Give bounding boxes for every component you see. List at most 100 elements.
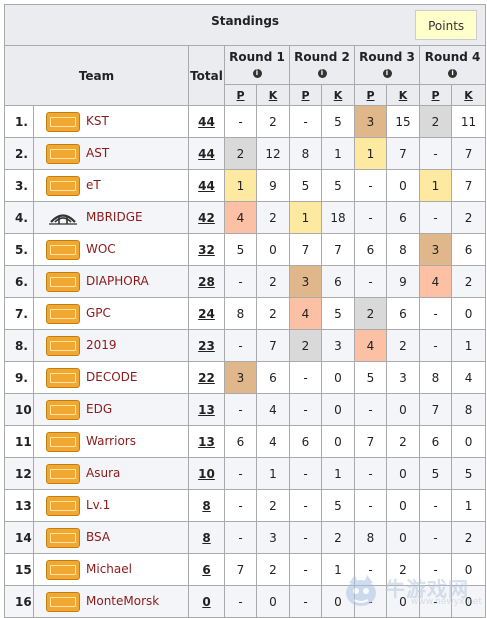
team-cell: DIAPHORA xyxy=(33,265,189,298)
total-value[interactable]: 10 xyxy=(198,466,215,481)
team-name[interactable]: DECODE xyxy=(86,370,138,384)
placement-header[interactable]: P xyxy=(289,84,322,106)
team-name[interactable]: MonteMorsk xyxy=(86,594,160,608)
placement-header[interactable]: P xyxy=(224,84,257,106)
total-value[interactable]: 28 xyxy=(198,274,215,289)
total-cell: 13 xyxy=(188,393,225,426)
total-value[interactable]: 32 xyxy=(198,242,215,257)
team-cell: 2019 xyxy=(33,329,189,362)
total-cell: 23 xyxy=(188,329,225,362)
placement-cell: 8 xyxy=(224,297,257,330)
team-cell: Lv.1 xyxy=(33,489,189,522)
team-name[interactable]: eT xyxy=(86,178,101,192)
total-cell: 28 xyxy=(188,265,225,298)
team-name[interactable]: Lv.1 xyxy=(86,498,111,512)
team-name[interactable]: AST xyxy=(86,146,110,160)
team-name[interactable]: DIAPHORA xyxy=(86,274,149,288)
kills-cell: 2 xyxy=(256,201,290,234)
pubg-logo-icon xyxy=(46,495,80,516)
placement-cell: 4 xyxy=(354,329,387,362)
kills-cell: 6 xyxy=(386,297,420,330)
kills-cell: 0 xyxy=(386,585,420,618)
total-value[interactable]: 44 xyxy=(198,114,215,129)
kills-cell: 6 xyxy=(321,265,355,298)
kills-cell: 0 xyxy=(321,425,355,458)
team-cell: WOC xyxy=(33,233,189,266)
team-name[interactable]: BSA xyxy=(86,530,111,544)
team-name[interactable]: EDG xyxy=(86,402,113,416)
placement-cell: 6 xyxy=(224,425,257,458)
kills-cell: 11 xyxy=(450,105,487,138)
total-value[interactable]: 8 xyxy=(202,498,211,513)
info-icon[interactable]: i xyxy=(448,69,458,78)
round-label: Round 1 xyxy=(229,50,285,64)
kills-cell: 2 xyxy=(256,553,290,586)
kills-header[interactable]: K xyxy=(321,84,355,106)
total-header[interactable]: Total xyxy=(188,45,225,106)
total-value[interactable]: 44 xyxy=(198,178,215,193)
kills-cell: 7 xyxy=(321,233,355,266)
team-name[interactable]: Michael xyxy=(86,562,132,576)
team-name[interactable]: GPC xyxy=(86,306,111,320)
placement-cell: 2 xyxy=(289,329,322,362)
total-value[interactable]: 23 xyxy=(198,338,215,353)
placement-cell: - xyxy=(354,457,387,490)
kills-header[interactable]: K xyxy=(386,84,420,106)
placement-header[interactable]: P xyxy=(354,84,387,106)
team-name[interactable]: MBRIDGE xyxy=(86,210,143,224)
placement-cell: - xyxy=(289,521,322,554)
placement-cell: - xyxy=(289,553,322,586)
placement-cell: 7 xyxy=(354,425,387,458)
kills-header[interactable]: K xyxy=(450,84,487,106)
pubg-logo-icon xyxy=(46,271,80,292)
kills-cell: 2 xyxy=(321,521,355,554)
total-value[interactable]: 13 xyxy=(198,402,215,417)
team-name[interactable]: 2019 xyxy=(86,338,117,352)
info-icon[interactable]: i xyxy=(252,69,262,78)
kills-cell: 0 xyxy=(450,553,487,586)
placement-cell: - xyxy=(354,169,387,202)
standings-row: 13.Lv.18-2-5-0-1 xyxy=(4,489,487,522)
placement-cell: - xyxy=(289,489,322,522)
total-value[interactable]: 6 xyxy=(202,562,211,577)
kills-cell: 8 xyxy=(386,233,420,266)
kills-cell: 2 xyxy=(386,425,420,458)
rank-cell: 15. xyxy=(4,553,34,586)
placement-cell: - xyxy=(224,489,257,522)
team-cell: MBRIDGE xyxy=(33,201,189,234)
kills-cell: 0 xyxy=(256,233,290,266)
kills-cell: 1 xyxy=(321,457,355,490)
points-button[interactable]: Points xyxy=(415,10,478,40)
placement-cell: - xyxy=(354,393,387,426)
team-cell: BSA xyxy=(33,521,189,554)
kills-cell: 2 xyxy=(450,521,487,554)
kills-header[interactable]: K xyxy=(256,84,290,106)
placement-cell: 4 xyxy=(289,297,322,330)
info-icon[interactable]: i xyxy=(317,69,327,78)
total-cell: 44 xyxy=(188,169,225,202)
total-value[interactable]: 22 xyxy=(198,370,215,385)
total-value[interactable]: 13 xyxy=(198,434,215,449)
team-header[interactable]: Team xyxy=(4,45,189,106)
team-name[interactable]: Asura xyxy=(86,466,121,480)
team-name[interactable]: Warriors xyxy=(86,434,136,448)
team-name[interactable]: WOC xyxy=(86,242,116,256)
kills-cell: 5 xyxy=(321,297,355,330)
placement-header[interactable]: P xyxy=(419,84,452,106)
total-value[interactable]: 42 xyxy=(198,210,215,225)
total-value[interactable]: 0 xyxy=(202,594,211,609)
total-value[interactable]: 8 xyxy=(202,530,211,545)
kills-cell: 6 xyxy=(450,233,487,266)
total-value[interactable]: 24 xyxy=(198,306,215,321)
team-cell: Michael xyxy=(33,553,189,586)
kills-cell: 0 xyxy=(386,521,420,554)
placement-cell: - xyxy=(354,265,387,298)
rank-cell: 9. xyxy=(4,361,34,394)
total-value[interactable]: 44 xyxy=(198,146,215,161)
placement-cell: - xyxy=(289,393,322,426)
kills-cell: 2 xyxy=(256,265,290,298)
team-name[interactable]: KST xyxy=(86,114,109,128)
info-icon[interactable]: i xyxy=(382,69,392,78)
